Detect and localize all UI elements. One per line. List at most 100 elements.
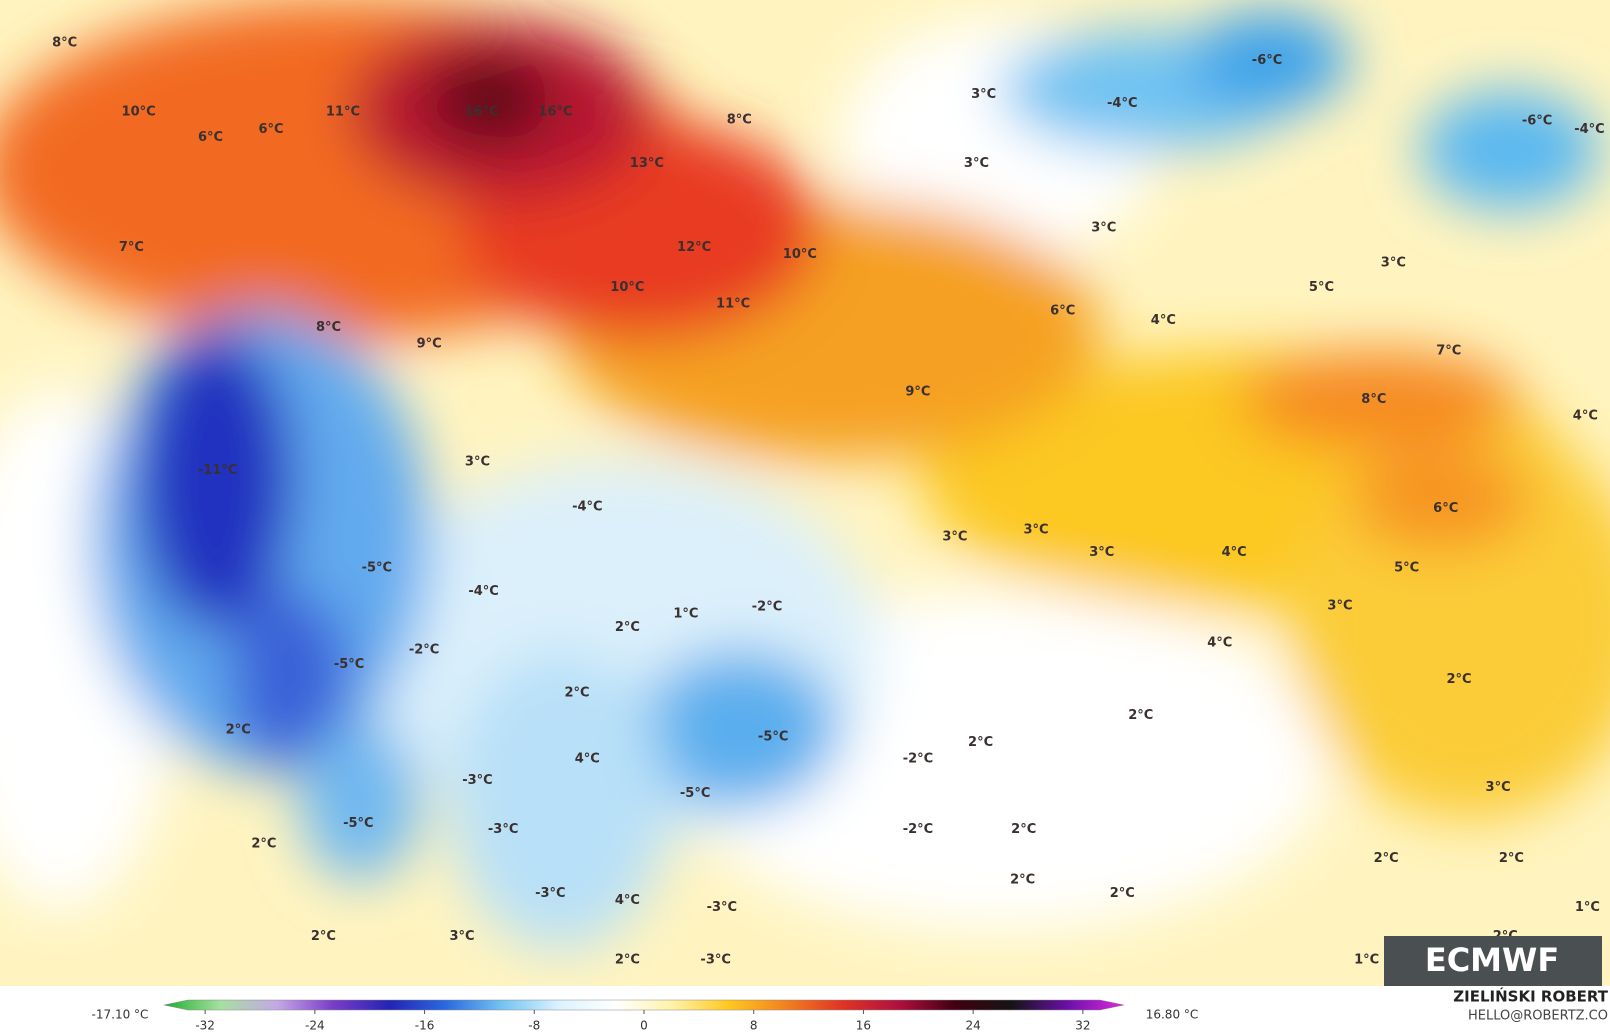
temperature-label: 4°C bbox=[1573, 408, 1598, 423]
temperature-label: -3°C bbox=[488, 822, 518, 837]
temperature-label: 8°C bbox=[52, 36, 77, 51]
temperature-label: -3°C bbox=[462, 773, 492, 788]
temperature-label: 4°C bbox=[615, 893, 640, 908]
colorbar-fill bbox=[163, 999, 1125, 1011]
temperature-label: 3°C bbox=[465, 455, 490, 470]
temperature-label: 2°C bbox=[1447, 672, 1472, 687]
temperature-label: -5°C bbox=[680, 786, 710, 801]
temperature-label: 3°C bbox=[1089, 545, 1114, 560]
temperature-label: 3°C bbox=[450, 929, 475, 944]
temperature-label: 2°C bbox=[565, 686, 590, 701]
temperature-label: -2°C bbox=[903, 751, 933, 766]
temperature-label: 4°C bbox=[1207, 635, 1232, 650]
temperature-label: 6°C bbox=[1050, 304, 1075, 319]
colorbar-tick-label: 24 bbox=[966, 1019, 981, 1033]
temperature-label: 2°C bbox=[1010, 872, 1035, 887]
temperature-label: 4°C bbox=[575, 751, 600, 766]
temperature-label: 2°C bbox=[311, 929, 336, 944]
temperature-label: 2°C bbox=[968, 735, 993, 750]
colorbar-tick-label: 16 bbox=[856, 1019, 871, 1033]
temperature-label: 3°C bbox=[971, 87, 996, 102]
anomaly-shading bbox=[0, 0, 1610, 950]
temperature-label: 3°C bbox=[1327, 598, 1352, 613]
temperature-label: -5°C bbox=[362, 560, 392, 575]
temperature-label: 3°C bbox=[1486, 780, 1511, 795]
contact: HELLO@ROBERTZ.CO bbox=[1468, 1009, 1608, 1024]
temperature-label: 2°C bbox=[1011, 822, 1036, 837]
temperature-label: -3°C bbox=[707, 900, 737, 915]
temperature-label: 10°C bbox=[783, 247, 817, 262]
temperature-label: 2°C bbox=[251, 837, 276, 852]
temperature-label: 12°C bbox=[677, 240, 711, 255]
author: ZIELIŃSKI ROBERT bbox=[1453, 987, 1608, 1006]
temperature-label: 6°C bbox=[1433, 501, 1458, 516]
temperature-label: 2°C bbox=[226, 723, 251, 738]
colorbar-tick-label: -24 bbox=[305, 1019, 325, 1033]
temperature-label: 9°C bbox=[417, 336, 442, 351]
colorbar-tick-label: 0 bbox=[640, 1019, 648, 1033]
temperature-label: 3°C bbox=[1381, 255, 1406, 270]
temperature-label: -3°C bbox=[535, 886, 565, 901]
temperature-label: 3°C bbox=[942, 530, 967, 545]
logo-box bbox=[1384, 936, 1602, 986]
temperature-label: -6°C bbox=[1252, 53, 1282, 68]
temperature-label: -4°C bbox=[1574, 122, 1604, 137]
temperature-label: 2°C bbox=[615, 620, 640, 635]
temperature-label: 7°C bbox=[1436, 344, 1461, 359]
temperature-label: 2°C bbox=[1110, 886, 1135, 901]
temperature-label: 2°C bbox=[1499, 851, 1524, 866]
temperature-label: 1°C bbox=[673, 607, 698, 622]
temperature-label: 16°C bbox=[538, 104, 572, 119]
colorbar-tick-label: -16 bbox=[415, 1019, 435, 1033]
temperature-label: 6°C bbox=[259, 122, 284, 137]
temperature-label: 2°C bbox=[615, 953, 640, 968]
colorbar: -17.10 °C 16.80 °C -32 -24 -16 -8 0 8 16 24 32 bbox=[92, 999, 1199, 1033]
temperature-label: 11°C bbox=[716, 296, 750, 311]
temperature-label: -3°C bbox=[700, 953, 730, 968]
temperature-label: -2°C bbox=[752, 599, 782, 614]
colorbar-tick-label: 32 bbox=[1075, 1019, 1090, 1033]
temperature-label: 2°C bbox=[1374, 851, 1399, 866]
temperature-label: 3°C bbox=[964, 156, 989, 171]
temperature-label: 10°C bbox=[610, 280, 644, 295]
logo: ECMWF bbox=[1425, 941, 1559, 979]
colorbar-tick-label: 8 bbox=[750, 1019, 758, 1033]
temperature-label: 7°C bbox=[119, 240, 144, 255]
temperature-label: 8°C bbox=[316, 320, 341, 335]
temperature-label: -5°C bbox=[334, 657, 364, 672]
temperature-label: -11°C bbox=[198, 463, 238, 478]
colorbar-min: -17.10 °C bbox=[92, 1008, 149, 1022]
temperature-label: 9°C bbox=[905, 385, 930, 400]
temperature-label: 8°C bbox=[1361, 392, 1386, 407]
temperature-label: -6°C bbox=[1522, 114, 1552, 129]
temperature-label: 11°C bbox=[326, 104, 360, 119]
temperature-label: 4°C bbox=[1151, 313, 1176, 328]
colorbar-max: 16.80 °C bbox=[1146, 1008, 1199, 1022]
temperature-label: 4°C bbox=[1222, 545, 1247, 560]
temperature-label: 1°C bbox=[1575, 900, 1600, 915]
temperature-label: 3°C bbox=[1091, 220, 1116, 235]
temperature-label: 5°C bbox=[1394, 560, 1419, 575]
temperature-label: 2°C bbox=[1128, 708, 1153, 723]
temperature-label: 6°C bbox=[198, 130, 223, 145]
temperature-label: -4°C bbox=[1107, 96, 1137, 111]
temperature-label: 8°C bbox=[727, 113, 752, 128]
temperature-label: -2°C bbox=[903, 822, 933, 837]
temperature-label: 3°C bbox=[1023, 522, 1048, 537]
temperature-label: 13°C bbox=[630, 156, 664, 171]
colorbar-tick-label: -8 bbox=[528, 1019, 540, 1033]
temperature-label: 1°C bbox=[1354, 953, 1379, 968]
temperature-label: -4°C bbox=[572, 500, 602, 515]
colorbar-tick-label: -32 bbox=[195, 1019, 215, 1033]
map-labels: 8°C 10°C 11°C 16°C 16°C 8°C 3°C -4°C -6°C -6°C -4°… bbox=[52, 36, 1605, 968]
temperature-label: 10°C bbox=[122, 104, 156, 119]
map-field: 8°C 10°C 11°C 16°C 16°C 8°C 3°C -4°C -6°C -6°C -4°… bbox=[0, 0, 1610, 986]
temperature-label: -5°C bbox=[343, 816, 373, 831]
temperature-label: -5°C bbox=[758, 730, 788, 745]
temperature-label: 16°C bbox=[464, 104, 498, 119]
temperature-label: -4°C bbox=[468, 584, 498, 599]
temperature-label: -2°C bbox=[409, 642, 439, 657]
temperature-label: 5°C bbox=[1309, 280, 1334, 295]
